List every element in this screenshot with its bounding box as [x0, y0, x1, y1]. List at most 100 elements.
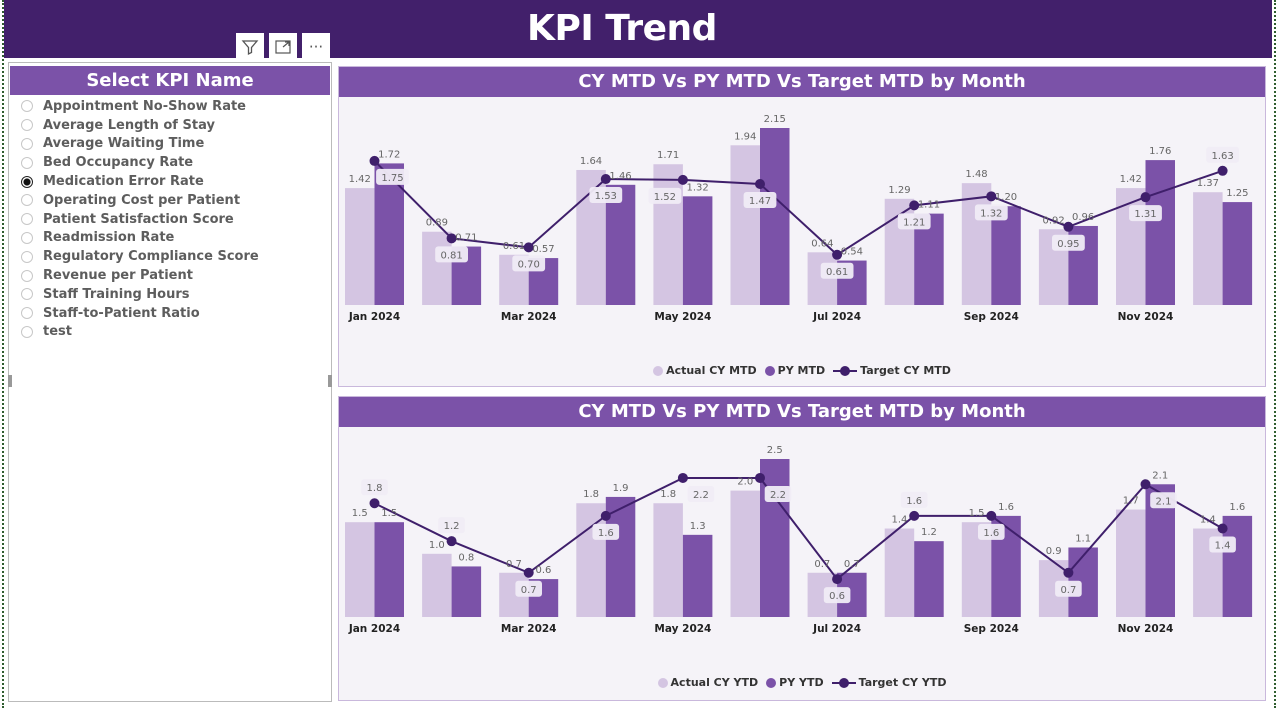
slicer-item[interactable]: Staff-to-Patient Ratio — [21, 304, 331, 323]
slicer-item[interactable]: Staff Training Hours — [21, 285, 331, 304]
target-point[interactable] — [446, 233, 457, 244]
bar-py[interactable] — [760, 128, 790, 305]
legend-item-py[interactable]: PY YTD — [766, 676, 824, 689]
data-label: 1.76 — [1149, 146, 1171, 157]
target-point[interactable] — [677, 174, 688, 185]
slicer-item[interactable]: Average Length of Stay — [21, 116, 331, 135]
radio-unchecked-icon[interactable] — [21, 325, 33, 338]
resize-handle-left[interactable] — [8, 375, 12, 387]
target-point[interactable] — [1217, 523, 1228, 534]
bar-py[interactable] — [605, 184, 636, 305]
target-point[interactable] — [755, 178, 765, 189]
target-point[interactable] — [369, 155, 380, 166]
bar-py[interactable] — [1222, 202, 1253, 305]
radio-unchecked-icon[interactable] — [21, 137, 33, 150]
legend-swatch — [766, 677, 777, 688]
legend-item-actual[interactable]: Actual CY MTD — [653, 364, 757, 377]
slicer-item-label: test — [43, 324, 72, 340]
radio-checked-icon[interactable] — [21, 175, 33, 188]
bar-actual[interactable] — [961, 183, 992, 305]
target-data-label: 2.1 — [1156, 496, 1172, 507]
visual-toolbar: ··· — [236, 33, 330, 60]
bar-actual[interactable] — [653, 503, 683, 617]
more-options-icon[interactable]: ··· — [302, 33, 330, 60]
legend-item-py[interactable]: PY MTD — [764, 364, 825, 377]
bar-actual[interactable] — [422, 231, 452, 305]
slicer-item[interactable]: Operating Cost per Patient — [21, 191, 331, 210]
target-point[interactable] — [909, 510, 920, 521]
slicer-item[interactable]: Patient Satisfaction Score — [21, 210, 331, 229]
bar-py[interactable] — [1145, 160, 1176, 305]
bar-actual[interactable] — [730, 145, 761, 305]
bar-actual[interactable] — [1193, 192, 1223, 305]
target-point[interactable] — [523, 567, 534, 578]
slicer-item[interactable]: Readmission Rate — [21, 229, 331, 248]
radio-unchecked-icon[interactable] — [21, 119, 33, 132]
bar-actual[interactable] — [345, 188, 375, 305]
bar-actual[interactable] — [1116, 509, 1146, 617]
bar-py[interactable] — [605, 496, 636, 617]
focus-mode-icon[interactable] — [269, 33, 297, 60]
radio-unchecked-icon[interactable] — [21, 100, 33, 113]
slicer-item[interactable]: Medication Error Rate — [21, 172, 331, 191]
data-label: 1.48 — [965, 169, 987, 180]
target-point[interactable] — [986, 191, 997, 202]
target-point[interactable] — [1140, 192, 1151, 203]
bar-actual[interactable] — [345, 522, 375, 617]
target-point[interactable] — [600, 510, 611, 521]
bar-py[interactable] — [991, 206, 1021, 305]
target-point[interactable] — [1217, 165, 1228, 176]
target-point[interactable] — [677, 472, 688, 483]
slicer-item[interactable]: Regulatory Compliance Score — [21, 247, 331, 266]
slicer-item[interactable]: Average Waiting Time — [21, 135, 331, 154]
radio-unchecked-icon[interactable] — [21, 269, 33, 282]
legend-item-actual[interactable]: Actual CY YTD — [657, 676, 758, 689]
legend-item-target[interactable]: Target CY YTD — [831, 676, 946, 689]
target-point[interactable] — [1063, 221, 1074, 232]
bar-actual[interactable] — [576, 503, 606, 617]
data-label: 0.7 — [814, 559, 830, 570]
target-data-label: 1.47 — [749, 196, 771, 207]
slicer-item[interactable]: Revenue per Patient — [21, 266, 331, 285]
radio-unchecked-icon[interactable] — [21, 156, 33, 169]
slicer-item-label: Patient Satisfaction Score — [43, 211, 234, 227]
resize-handle-right[interactable] — [328, 375, 332, 387]
bar-actual[interactable] — [422, 553, 452, 617]
bar-py[interactable] — [374, 522, 405, 617]
report-header: KPI Trend — [4, 0, 1272, 58]
radio-unchecked-icon[interactable] — [21, 213, 33, 226]
data-label: 1.9 — [613, 483, 629, 494]
bar-py[interactable] — [451, 566, 482, 617]
target-point[interactable] — [1140, 479, 1151, 490]
target-point[interactable] — [446, 536, 457, 547]
target-data-label: 1.2 — [444, 521, 460, 532]
bar-actual[interactable] — [653, 164, 683, 305]
target-point[interactable] — [986, 510, 997, 521]
bar-actual[interactable] — [730, 490, 761, 617]
bar-py[interactable] — [1222, 515, 1253, 617]
slicer-item[interactable]: Appointment No-Show Rate — [21, 97, 331, 116]
bar-py[interactable] — [682, 534, 713, 617]
target-point[interactable] — [832, 249, 843, 260]
radio-unchecked-icon[interactable] — [21, 231, 33, 244]
bar-py[interactable] — [914, 541, 944, 617]
target-point[interactable] — [1063, 567, 1074, 578]
target-point[interactable] — [832, 574, 843, 585]
radio-unchecked-icon[interactable] — [21, 307, 33, 320]
target-point[interactable] — [600, 174, 611, 185]
target-point[interactable] — [523, 242, 534, 253]
target-point[interactable] — [755, 472, 765, 483]
target-point[interactable] — [909, 200, 920, 211]
target-data-label: 1.52 — [654, 192, 676, 203]
filter-icon[interactable] — [236, 33, 264, 60]
legend-item-target[interactable]: Target CY MTD — [833, 364, 951, 377]
bar-py[interactable] — [682, 196, 713, 305]
target-data-label: 1.31 — [1134, 209, 1156, 220]
radio-unchecked-icon[interactable] — [21, 250, 33, 263]
slicer-item[interactable]: Bed Occupancy Rate — [21, 153, 331, 172]
radio-unchecked-icon[interactable] — [21, 194, 33, 207]
slicer-item[interactable]: test — [21, 323, 331, 342]
target-point[interactable] — [369, 498, 380, 509]
radio-unchecked-icon[interactable] — [21, 288, 33, 301]
bar-actual[interactable] — [884, 528, 915, 617]
